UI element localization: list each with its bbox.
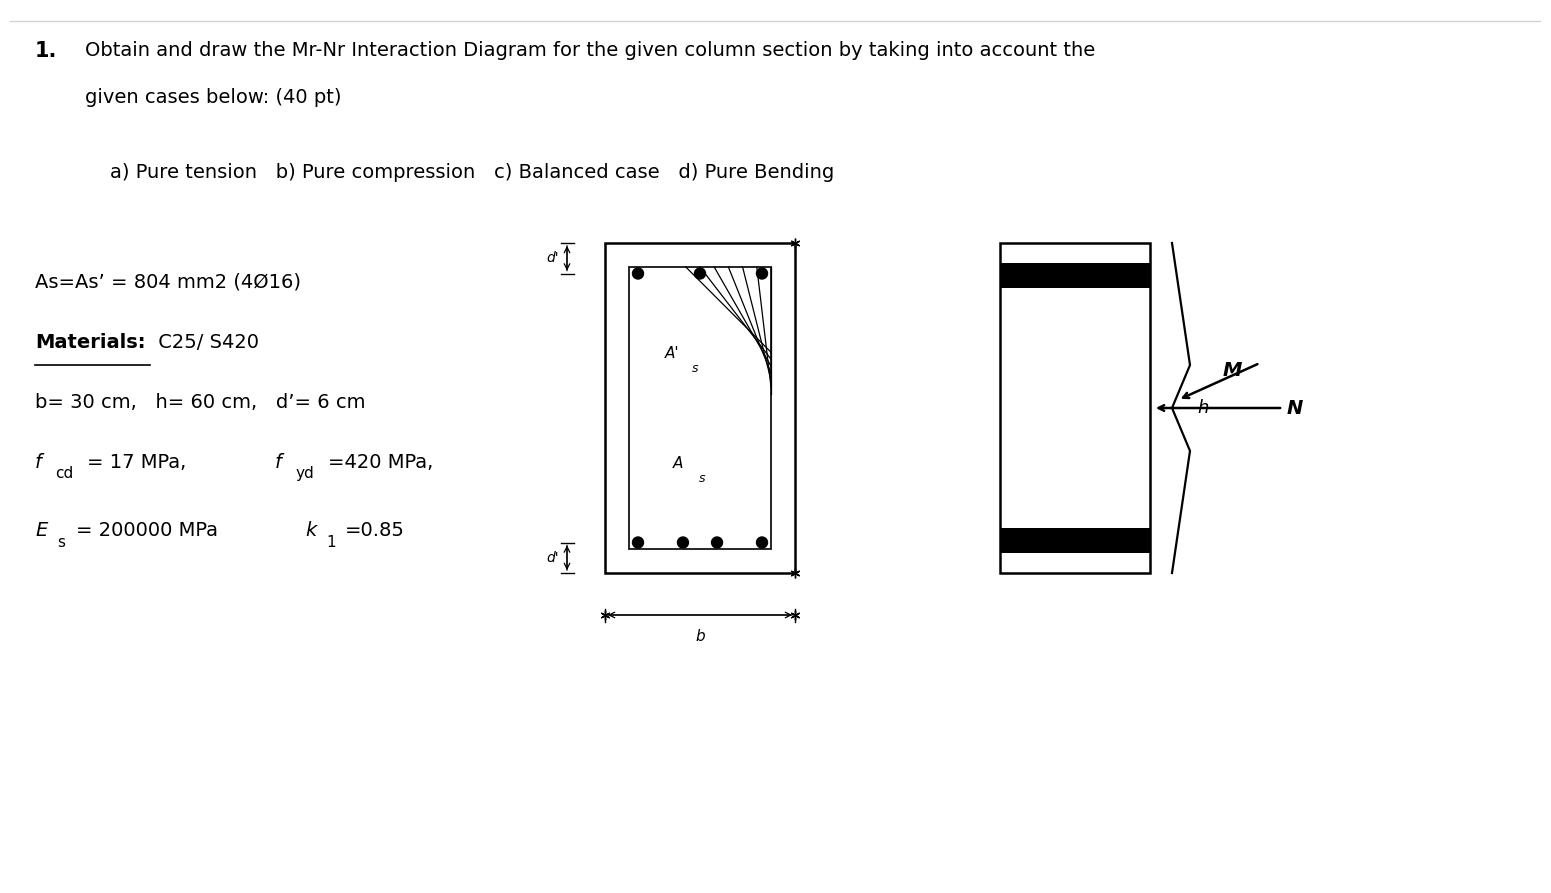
- Circle shape: [712, 537, 723, 548]
- Text: = 200000 MPa: = 200000 MPa: [76, 521, 219, 540]
- Text: As=As’ = 804 mm2 (4Ø16): As=As’ = 804 mm2 (4Ø16): [36, 273, 301, 292]
- Text: k: k: [306, 521, 316, 540]
- Text: s: s: [692, 362, 698, 374]
- Circle shape: [757, 537, 768, 548]
- Text: =0.85: =0.85: [344, 521, 405, 540]
- Bar: [630, 267, 771, 549]
- Text: yd: yd: [295, 466, 313, 481]
- Text: d': d': [546, 251, 558, 265]
- Circle shape: [678, 537, 689, 548]
- Text: Materials:: Materials:: [36, 333, 146, 352]
- Circle shape: [695, 268, 706, 279]
- Bar: [1000, 263, 1149, 288]
- Circle shape: [757, 268, 768, 279]
- Text: b= 30 cm,   h= 60 cm,   d’= 6 cm: b= 30 cm, h= 60 cm, d’= 6 cm: [36, 393, 366, 412]
- Bar: [1000, 528, 1149, 553]
- Text: cd: cd: [54, 466, 73, 481]
- Text: N: N: [1287, 398, 1303, 418]
- Text: b: b: [695, 629, 704, 644]
- Text: a) Pure tension   b) Pure compression   c) Balanced case   d) Pure Bending: a) Pure tension b) Pure compression c) B…: [110, 163, 834, 182]
- Text: C25/ S420: C25/ S420: [152, 333, 259, 352]
- Text: E: E: [36, 521, 48, 540]
- Text: f: f: [36, 453, 42, 472]
- Text: M: M: [1224, 361, 1242, 380]
- Text: = 17 MPa,: = 17 MPa,: [87, 453, 186, 472]
- Circle shape: [633, 268, 644, 279]
- Text: h: h: [1197, 399, 1208, 417]
- Text: 1: 1: [326, 535, 335, 550]
- Text: Obtain and draw the Mr-Nr Interaction Diagram for the given column section by ta: Obtain and draw the Mr-Nr Interaction Di…: [85, 41, 1095, 60]
- Text: given cases below: (40 pt): given cases below: (40 pt): [85, 88, 341, 107]
- Text: d': d': [546, 551, 558, 564]
- Bar: [1000, 243, 1149, 573]
- Text: f: f: [275, 453, 282, 472]
- Text: s: s: [57, 535, 65, 550]
- Text: s: s: [700, 472, 706, 485]
- Text: A': A': [665, 346, 679, 361]
- Circle shape: [633, 537, 644, 548]
- Bar: [605, 243, 796, 573]
- Text: 1.: 1.: [36, 41, 57, 61]
- Text: A: A: [673, 455, 682, 471]
- Text: =420 MPa,: =420 MPa,: [327, 453, 433, 472]
